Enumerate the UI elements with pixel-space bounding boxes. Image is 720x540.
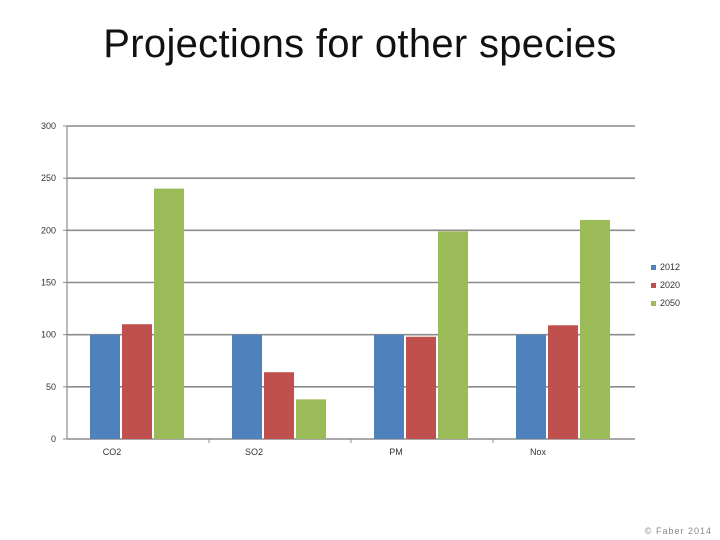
bar-so2-2012 [232, 334, 262, 439]
slide-title: Projections for other species [103, 22, 617, 66]
bar-nox-2020 [548, 325, 578, 439]
bar-pm-2012 [374, 334, 404, 439]
legend-label: 2050 [660, 298, 680, 308]
axis-labels: 0 50 100 150 200 250 300 CO2 SO2 PM Nox [41, 121, 547, 457]
x-tick-label: PM [389, 447, 403, 457]
bar-co2-2020 [122, 324, 152, 439]
y-tick-label: 50 [46, 382, 56, 392]
bar-co2-2050 [154, 188, 184, 439]
bar-co2-2012 [90, 334, 120, 439]
legend-swatch-2020 [651, 283, 656, 288]
bar-so2-2050 [296, 399, 326, 439]
bar-nox-2050 [580, 219, 610, 439]
bar-so2-2020 [264, 372, 294, 439]
legend-swatch-2012 [651, 265, 656, 270]
bar-pm-2020 [406, 336, 436, 439]
legend-label: 2020 [660, 280, 680, 290]
legend: 2012 2020 2050 [651, 262, 680, 308]
x-tick-label: SO2 [245, 447, 263, 457]
legend-label: 2012 [660, 262, 680, 272]
y-tick-label: 0 [51, 434, 56, 444]
bars [90, 188, 610, 439]
legend-swatch-2050 [651, 301, 656, 306]
copyright-footer: © Faber 2014 [644, 526, 712, 536]
y-tick-label: 300 [41, 121, 56, 131]
y-tick-label: 150 [41, 278, 56, 288]
x-tick-label: Nox [530, 447, 547, 457]
bar-nox-2012 [516, 334, 546, 439]
y-tick-label: 250 [41, 173, 56, 183]
bar-pm-2050 [438, 231, 468, 439]
y-tick-label: 100 [41, 330, 56, 340]
x-tick-label: CO2 [103, 447, 122, 457]
y-tick-label: 200 [41, 225, 56, 235]
